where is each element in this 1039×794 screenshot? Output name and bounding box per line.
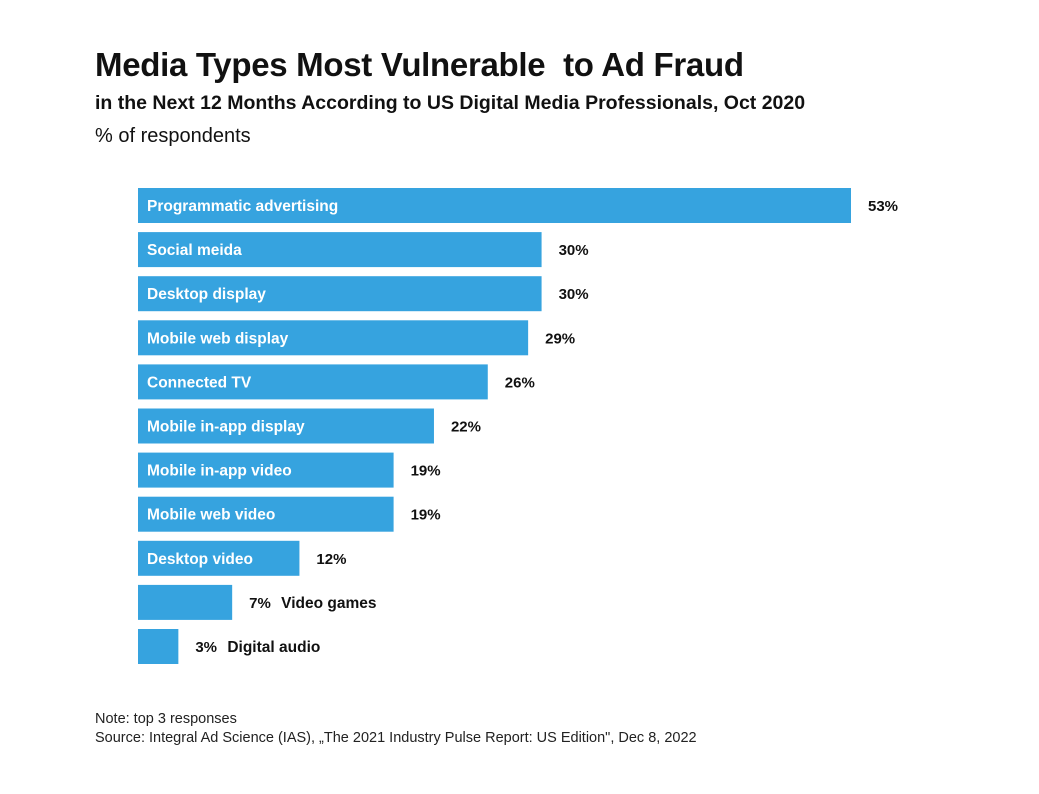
bar-programmatic-advertising [138,188,851,223]
chart-subtitle: in the Next 12 Months According to US Di… [95,92,806,114]
source-text: Source: Integral Ad Science (IAS), „The … [95,730,697,746]
category-label-mobile-in-app-video: Mobile in-app video [147,463,292,480]
value-label-digital-audio: 3% [195,639,217,656]
value-label-connected-tv: 26% [505,374,535,391]
bar-digital-audio [138,629,179,664]
value-label-social-meida: 30% [559,242,589,259]
value-label-programmatic-advertising: 53% [868,198,898,215]
bar-desktop-video [138,540,300,576]
value-label-video-games: 7% [249,595,271,612]
bar-mobile-web-video [138,496,394,532]
note-text: Note: top 3 responses [95,711,237,727]
value-label-desktop-video: 12% [316,551,346,568]
chart-title: Media Types Most Vulnerable to Ad Fraud [95,46,744,83]
footnote: Note: top 3 responses Source: Integral A… [95,710,697,748]
bar-desktop-display [138,276,542,312]
bar-mobile-web-display [138,320,529,356]
value-label-desktop-display: 30% [559,286,589,303]
category-label-desktop-video: Desktop video [147,551,253,568]
value-label-mobile-in-app-display: 22% [451,419,481,436]
category-label-social-meida: Social meida [147,242,242,259]
category-label-mobile-web-display: Mobile web display [147,330,289,347]
category-label-connected-tv: Connected TV [147,374,252,391]
bar-connected-tv [138,364,488,400]
value-label-mobile-web-video: 19% [411,507,441,524]
value-label-mobile-in-app-video: 19% [411,463,441,480]
category-label-mobile-web-video: Mobile web video [147,507,275,524]
bar-video-games [138,584,233,620]
bar-mobile-in-app-video [138,452,394,488]
bar-mobile-in-app-display [138,408,434,444]
category-label-desktop-display: Desktop display [147,286,266,303]
bar-social-meida [138,232,542,268]
value-label-mobile-web-display: 29% [545,330,575,347]
category-label-digital-audio: Digital audio [227,639,320,656]
category-label-programmatic-advertising: Programmatic advertising [147,198,338,215]
unit-label: % of respondents [95,125,251,147]
category-label-video-games: Video games [281,595,376,612]
category-label-mobile-in-app-display: Mobile in-app display [147,419,305,436]
